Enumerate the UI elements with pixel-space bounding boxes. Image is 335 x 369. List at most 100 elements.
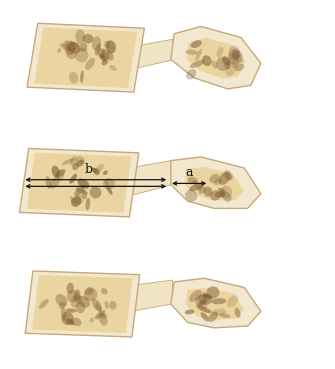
- Ellipse shape: [67, 42, 80, 54]
- Ellipse shape: [109, 301, 117, 310]
- Polygon shape: [171, 157, 261, 208]
- Polygon shape: [129, 161, 173, 196]
- Ellipse shape: [185, 190, 197, 202]
- Ellipse shape: [95, 303, 102, 312]
- Ellipse shape: [227, 295, 238, 307]
- Ellipse shape: [66, 49, 76, 59]
- Ellipse shape: [69, 196, 77, 205]
- Ellipse shape: [197, 306, 212, 313]
- Polygon shape: [186, 38, 245, 79]
- Ellipse shape: [79, 43, 87, 52]
- Ellipse shape: [65, 41, 76, 55]
- Ellipse shape: [185, 50, 198, 55]
- Ellipse shape: [89, 186, 101, 199]
- Ellipse shape: [107, 186, 113, 195]
- Ellipse shape: [71, 317, 81, 326]
- Ellipse shape: [228, 49, 242, 65]
- Ellipse shape: [202, 55, 211, 66]
- Ellipse shape: [80, 70, 84, 83]
- Ellipse shape: [191, 40, 202, 48]
- Ellipse shape: [103, 178, 115, 190]
- Ellipse shape: [95, 310, 105, 319]
- Ellipse shape: [196, 299, 207, 307]
- Ellipse shape: [101, 288, 108, 294]
- Ellipse shape: [62, 159, 74, 165]
- Ellipse shape: [66, 42, 79, 51]
- Polygon shape: [132, 39, 174, 69]
- Ellipse shape: [77, 159, 84, 167]
- Ellipse shape: [56, 170, 64, 179]
- Ellipse shape: [224, 62, 230, 69]
- Ellipse shape: [94, 164, 104, 173]
- Ellipse shape: [85, 58, 95, 70]
- Polygon shape: [27, 23, 144, 92]
- Ellipse shape: [92, 299, 102, 311]
- Ellipse shape: [101, 49, 105, 59]
- Ellipse shape: [234, 308, 241, 318]
- Ellipse shape: [195, 294, 207, 306]
- Ellipse shape: [204, 296, 211, 302]
- Ellipse shape: [72, 163, 79, 170]
- Ellipse shape: [69, 174, 77, 184]
- Ellipse shape: [220, 186, 232, 198]
- Text: a: a: [186, 166, 193, 179]
- Ellipse shape: [55, 169, 66, 177]
- Polygon shape: [171, 27, 261, 89]
- Ellipse shape: [59, 302, 66, 309]
- Polygon shape: [129, 280, 173, 311]
- Ellipse shape: [66, 308, 77, 313]
- Ellipse shape: [61, 307, 66, 320]
- Ellipse shape: [198, 186, 206, 194]
- Ellipse shape: [224, 170, 233, 180]
- Ellipse shape: [85, 287, 93, 295]
- Polygon shape: [34, 27, 137, 88]
- Ellipse shape: [232, 48, 243, 63]
- Ellipse shape: [74, 289, 80, 302]
- Ellipse shape: [99, 312, 108, 325]
- Ellipse shape: [235, 64, 244, 71]
- Ellipse shape: [59, 44, 70, 51]
- Ellipse shape: [232, 51, 240, 59]
- Ellipse shape: [204, 187, 212, 197]
- Ellipse shape: [57, 48, 61, 53]
- Ellipse shape: [74, 185, 85, 196]
- Ellipse shape: [99, 54, 107, 61]
- Ellipse shape: [92, 168, 96, 172]
- Ellipse shape: [67, 283, 74, 294]
- Ellipse shape: [105, 181, 109, 186]
- Polygon shape: [185, 167, 244, 200]
- Ellipse shape: [201, 312, 209, 321]
- Ellipse shape: [106, 40, 116, 54]
- Ellipse shape: [97, 48, 110, 60]
- Polygon shape: [32, 275, 133, 333]
- Ellipse shape: [192, 180, 202, 191]
- Ellipse shape: [71, 196, 81, 207]
- Polygon shape: [26, 152, 132, 213]
- Ellipse shape: [95, 43, 101, 55]
- Ellipse shape: [229, 46, 240, 61]
- Ellipse shape: [89, 317, 94, 323]
- Ellipse shape: [211, 61, 217, 69]
- Ellipse shape: [62, 40, 69, 46]
- Ellipse shape: [203, 292, 208, 297]
- Polygon shape: [171, 278, 261, 328]
- Ellipse shape: [75, 194, 83, 204]
- Ellipse shape: [198, 294, 212, 304]
- Ellipse shape: [185, 310, 194, 314]
- Ellipse shape: [55, 294, 67, 307]
- Ellipse shape: [46, 176, 51, 189]
- Ellipse shape: [101, 313, 107, 319]
- Ellipse shape: [220, 189, 225, 198]
- Ellipse shape: [229, 53, 239, 68]
- Ellipse shape: [224, 172, 232, 181]
- Text: b: b: [85, 163, 93, 176]
- Ellipse shape: [92, 36, 101, 51]
- Ellipse shape: [210, 190, 221, 201]
- Ellipse shape: [105, 51, 114, 61]
- Ellipse shape: [206, 286, 219, 299]
- Polygon shape: [19, 148, 139, 217]
- Ellipse shape: [104, 41, 111, 48]
- Ellipse shape: [75, 30, 85, 44]
- Ellipse shape: [61, 312, 73, 325]
- Ellipse shape: [71, 294, 81, 308]
